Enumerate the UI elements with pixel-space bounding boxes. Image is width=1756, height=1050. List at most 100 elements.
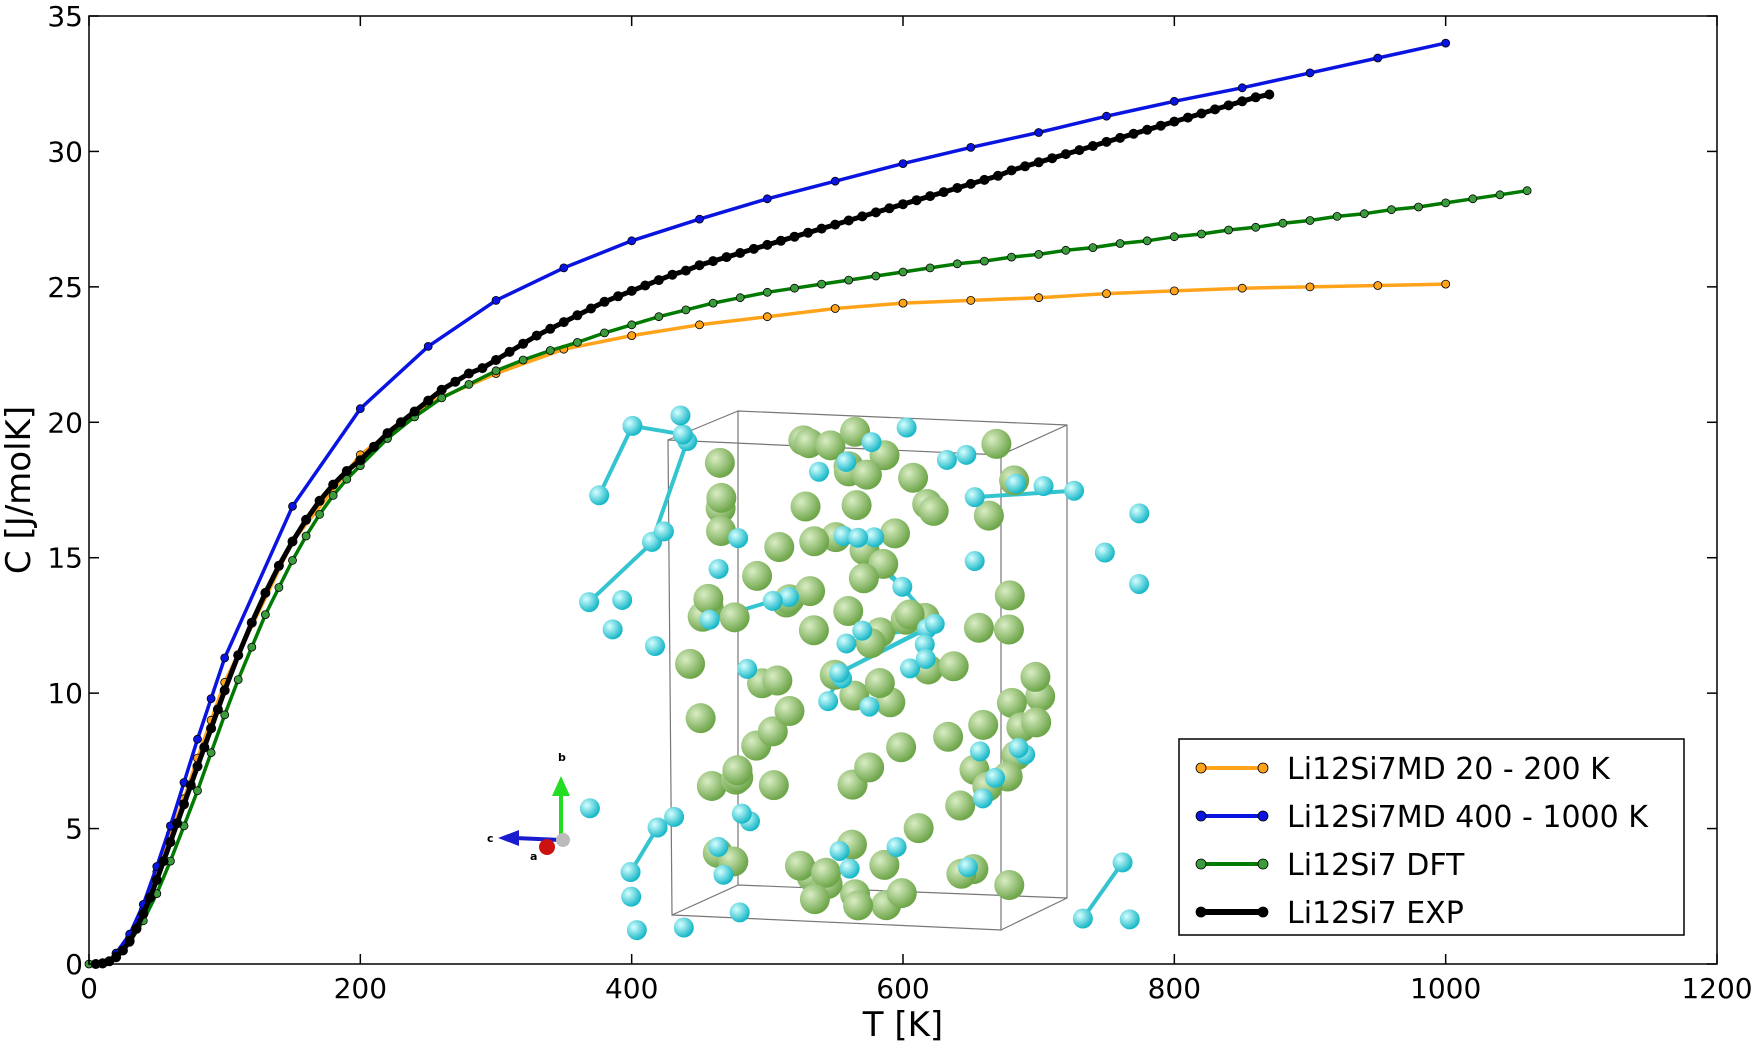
data-point <box>1182 112 1193 123</box>
data-point <box>1522 186 1532 196</box>
data-point <box>1034 249 1044 259</box>
si-atom <box>852 620 873 641</box>
data-point <box>206 723 217 734</box>
data-point <box>898 199 908 210</box>
y-tick-label: 10 <box>47 677 83 710</box>
si-atom <box>612 589 633 610</box>
data-point <box>192 761 203 772</box>
data-point <box>219 685 230 696</box>
li-atom <box>918 495 949 526</box>
li-atom <box>993 614 1024 645</box>
y-tick-label: 0 <box>65 948 83 981</box>
data-point <box>1102 111 1111 121</box>
si-atom <box>713 864 734 885</box>
legend-label: Li12Si7MD 20 - 200 K <box>1287 752 1611 787</box>
li-atom <box>886 732 917 763</box>
legend-label: Li12Si7MD 400 - 1000 K <box>1287 800 1649 835</box>
data-point <box>491 355 501 365</box>
data-point <box>627 236 637 246</box>
data-point <box>1414 202 1423 212</box>
si-bond <box>597 425 635 497</box>
si-atom <box>647 817 668 838</box>
axis-b-arrowhead <box>552 776 570 796</box>
li-atom <box>843 890 874 921</box>
si-atom <box>621 886 642 907</box>
data-point <box>627 320 637 330</box>
data-point <box>627 331 637 341</box>
data-point <box>559 263 569 273</box>
data-point <box>185 780 196 791</box>
legend-marker <box>1257 810 1269 822</box>
data-point <box>1332 211 1342 221</box>
li-atom <box>968 709 999 740</box>
data-point <box>450 376 461 387</box>
data-point <box>1074 145 1085 156</box>
legend-marker <box>1257 762 1269 774</box>
y-tick-label: 15 <box>47 542 83 575</box>
si-atom <box>1033 476 1054 497</box>
data-point <box>844 275 854 285</box>
data-point <box>980 256 989 266</box>
data-point <box>193 786 202 796</box>
si-atom <box>1008 737 1029 758</box>
data-point <box>274 583 284 592</box>
si-atom <box>664 806 685 827</box>
si-bond <box>974 488 1075 500</box>
si-atom <box>900 658 921 679</box>
data-point <box>884 203 895 214</box>
li-atom <box>685 703 716 734</box>
data-point <box>830 176 840 186</box>
si-atom <box>886 836 907 857</box>
data-point <box>1169 96 1179 106</box>
unit-cell-edge <box>1000 897 1068 931</box>
data-point <box>199 742 210 753</box>
si-atom <box>589 485 610 506</box>
legend-marker <box>1257 858 1269 870</box>
data-point <box>1115 239 1125 248</box>
si-atom <box>829 840 850 861</box>
li-atom <box>994 580 1025 611</box>
data-point <box>172 818 183 829</box>
li-atom <box>981 428 1012 459</box>
axis-b-label: b <box>558 751 566 764</box>
y-tick-label: 20 <box>47 406 83 439</box>
li-atom <box>784 850 815 881</box>
data-point <box>653 275 664 286</box>
data-point <box>762 194 772 204</box>
si-atom <box>579 798 600 819</box>
data-point <box>165 837 176 848</box>
data-point <box>925 263 935 273</box>
data-point <box>938 187 949 198</box>
si-atom <box>924 613 945 634</box>
si-atom <box>896 417 917 438</box>
data-point <box>1034 128 1044 137</box>
li-atom <box>757 716 788 747</box>
data-point <box>315 510 325 519</box>
data-point <box>830 219 841 230</box>
data-point <box>708 298 718 308</box>
legend-label: Li12Si7 DFT <box>1287 848 1465 883</box>
data-point <box>1060 149 1071 160</box>
data-point <box>518 338 529 349</box>
data-point <box>586 303 596 314</box>
si-atom <box>956 444 977 465</box>
li-atom <box>963 612 994 643</box>
x-axis-label: T [K] <box>862 1005 943 1045</box>
data-point <box>288 501 297 511</box>
axes: 0 200 400 600 800 1000 1200 0 5 10 15 20 25 30 35 <box>47 0 1752 1005</box>
data-point <box>654 312 664 322</box>
data-point <box>1278 218 1288 228</box>
data-point <box>491 295 501 305</box>
si-atom <box>957 857 978 878</box>
li-atom <box>1020 661 1051 692</box>
data-point <box>423 341 433 351</box>
li-atom <box>869 849 900 880</box>
data-point <box>1441 38 1451 48</box>
data-point <box>599 296 610 307</box>
legend-marker <box>1257 906 1269 918</box>
li-atom <box>799 526 830 557</box>
data-point <box>247 642 257 652</box>
legend-label: Li12Si7 EXP <box>1287 896 1464 931</box>
data-point <box>708 256 719 267</box>
